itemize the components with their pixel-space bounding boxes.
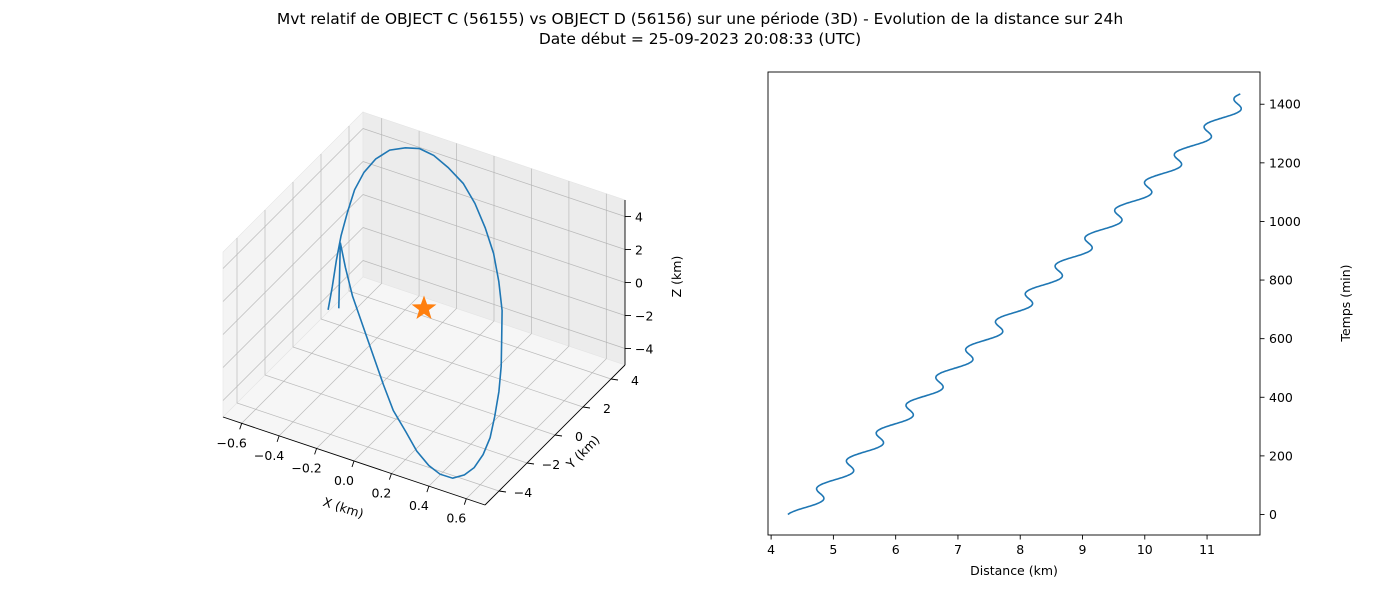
x-ticks-2d: 4 5 6 7 8 9 10 11	[767, 535, 1215, 557]
z-tick-label-3d: 4	[635, 210, 643, 225]
y-tick-label-3d: 4	[631, 373, 639, 388]
x-tick-3d	[239, 423, 243, 430]
x-tick-label-2d: 10	[1137, 542, 1153, 557]
z-tick-label-3d: 0	[635, 276, 643, 291]
z-tick-label-3d: −4	[635, 342, 653, 357]
grid-floor-y	[348, 290, 612, 380]
plot-2d: 4 5 6 7 8 9 10 11 0 200 400 600 800 1000 1200 1400 Dis…	[767, 71, 1353, 578]
x-tick-label-2d: 8	[1016, 542, 1024, 557]
x-tick-label-2d: 6	[892, 542, 900, 557]
y-tick-3d	[582, 406, 591, 409]
x-tick-label-2d: 4	[767, 542, 775, 557]
x-tick-label-3d: 0.2	[371, 486, 391, 501]
plot-2d-frame	[767, 71, 1261, 536]
z-tick-label-3d: −2	[635, 309, 653, 324]
y-tick-label-2d: 800	[1269, 273, 1293, 288]
x-tick-3d	[276, 435, 280, 443]
y-tick-label-2d: 1200	[1269, 155, 1301, 170]
grid-back-z	[362, 128, 626, 217]
ticks-3d: −0.6 −0.4 −0.2 0.0 0.2 0.4 0.6 −4 −2 0 2 4 −4 −2 0 2 4	[217, 210, 654, 526]
plot-3d: −0.6 −0.4 −0.2 0.0 0.2 0.4 0.6 −4 −2 0 2 4 −4 −2 0 2 4 X…	[217, 111, 684, 526]
x-tick-label-3d: −0.2	[291, 460, 321, 475]
x-tick-3d	[351, 460, 355, 468]
x-tick-3d	[426, 485, 430, 493]
grid-floor-y	[320, 318, 584, 408]
x-tick-label-2d: 11	[1199, 542, 1215, 557]
x-tick-3d	[314, 448, 318, 455]
y-tick-label-2d: 0	[1269, 507, 1277, 522]
grid-back-z	[362, 161, 626, 250]
y-tick-3d	[526, 462, 535, 465]
figure-subtitle: Date début = 25-09-2023 20:08:33 (UTC)	[538, 30, 862, 48]
grid-floor-y	[236, 402, 500, 492]
x-axis-label-2d: Distance (km)	[970, 563, 1058, 578]
origin-star-marker	[411, 295, 437, 319]
x-tick-label-3d: 0.6	[446, 511, 466, 526]
grid-left-z	[222, 194, 364, 335]
x-axis-label-3d: X (km)	[321, 494, 365, 521]
x-tick-label-2d: 9	[1079, 542, 1087, 557]
y-tick-label-2d: 1400	[1269, 97, 1301, 112]
grid-left-z	[222, 161, 364, 302]
y-tick-label-2d: 1000	[1269, 214, 1301, 229]
y-tick-label-3d: −4	[514, 485, 532, 500]
x-tick-label-2d: 7	[954, 542, 962, 557]
y-tick-label-2d: 400	[1269, 390, 1293, 405]
y-tick-label-2d: 200	[1269, 448, 1293, 463]
y-tick-label-2d: 600	[1269, 331, 1293, 346]
y-ticks-2d: 0 200 400 600 800 1000 1200 1400	[1260, 97, 1301, 522]
orbit-3d-line	[327, 146, 503, 480]
x-tick-3d	[388, 473, 392, 480]
y-axis-label-2d: Temps (min)	[1338, 264, 1353, 342]
distance-time-line	[787, 93, 1242, 516]
grid-floor-y	[292, 346, 556, 436]
x-tick-label-2d: 5	[829, 542, 837, 557]
x-tick-label-3d: −0.6	[217, 435, 247, 450]
x-tick-label-3d: 0.0	[334, 473, 354, 488]
x-tick-label-3d: 0.4	[409, 498, 429, 513]
y-tick-label-3d: 2	[603, 401, 611, 416]
grid-back-z	[362, 227, 626, 316]
y-tick-label-3d: 0	[575, 429, 583, 444]
y-tick-3d	[554, 434, 563, 437]
y-tick-3d	[610, 378, 619, 381]
x-tick-3d	[463, 498, 467, 505]
grid-floor-y	[264, 374, 528, 464]
x-tick-label-3d: −0.4	[254, 448, 284, 463]
z-axis-label-3d: Z (km)	[669, 256, 684, 298]
grid-left-z	[222, 128, 364, 269]
grid-back-z	[362, 194, 626, 283]
y-tick-label-3d: −2	[542, 457, 560, 472]
grid-back-z	[362, 260, 626, 349]
y-tick-3d	[498, 490, 507, 493]
figure-title: Mvt relatif de OBJECT C (56155) vs OBJEC…	[276, 10, 1124, 28]
z-tick-label-3d: 2	[635, 243, 643, 258]
